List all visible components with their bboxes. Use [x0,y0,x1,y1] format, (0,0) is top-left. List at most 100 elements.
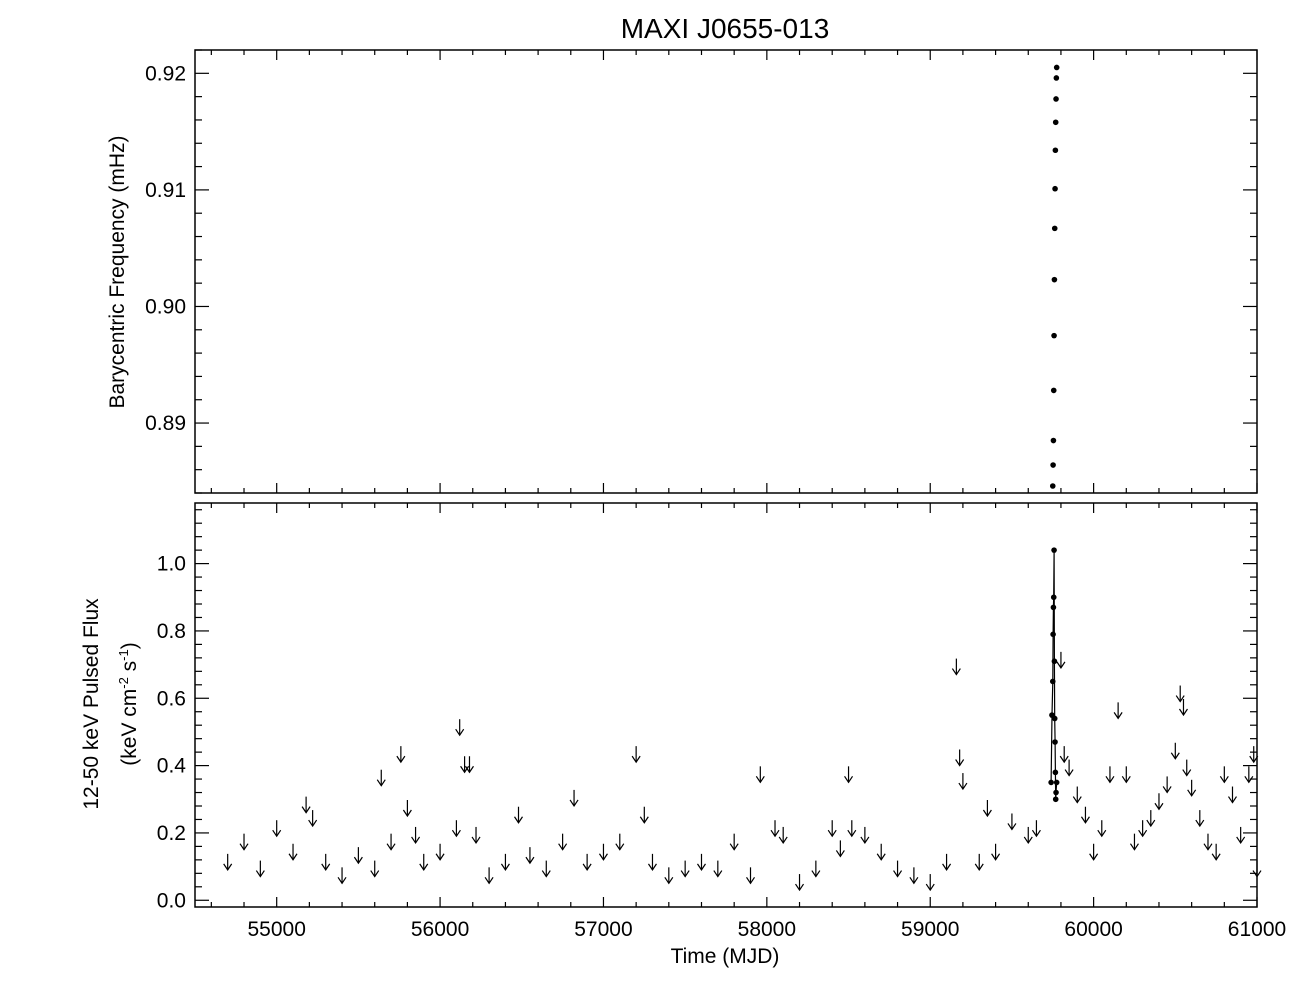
flux-upper-limit-arrow [1056,651,1066,669]
flux-x-tick-label: 60000 [1064,918,1122,941]
flux-upper-limit-arrow [631,746,641,764]
flux-upper-limit-arrow [1089,843,1099,861]
flux-upper-limit-arrow [982,800,992,818]
flux-detection-point [1050,604,1057,611]
flux-x-tick-label: 61000 [1228,918,1286,941]
flux-upper-limit-arrow [847,820,857,838]
flux-detection-point [1053,789,1059,796]
flux-detection-point [1050,631,1056,638]
flux-x-tick-label: 59000 [901,918,959,941]
flux-y-tick-label: 0.6 [157,687,186,710]
flux-upper-limit-arrow [942,853,952,871]
flux-upper-limit-arrow [370,860,380,878]
flux-upper-limit-arrow [288,843,298,861]
flux-upper-limit-arrow [451,820,461,838]
flux-upper-limit-arrow [1113,702,1123,720]
flux-upper-limit-arrow [1031,820,1041,838]
flux-upper-limit-arrow [746,867,756,885]
flux-y-label-sup2: -1 [116,649,131,661]
flux-upper-limit-arrow [223,853,233,871]
flux-upper-limit-arrow [455,719,465,737]
flux-upper-limit-arrow [411,826,421,845]
flux-upper-limit-arrow [321,853,331,871]
flux-axis-ticks: 55000 56000 57000 58000 59000 60000 61000 0.0 0.… [157,503,1286,941]
flux-y-label-part3: ) [118,642,141,649]
frequency-axis-ticks: 0.89 0.90 0.91 0.92 [145,49,1258,494]
frequency-point [1051,276,1058,283]
flux-upper-limit-arrow [301,796,311,814]
flux-upper-limit-arrow [1121,766,1131,784]
flux-upper-limit-arrow [951,658,961,676]
flux-upper-limit-arrow [402,800,412,818]
flux-x-tick-label: 58000 [738,918,796,941]
flux-upper-limit-arrow [598,843,608,861]
flux-upper-limit-arrow [844,766,854,784]
flux-y-label-part2: s [118,661,141,677]
flux-upper-limit-arrow [1236,826,1246,845]
flux-upper-limit-arrow [471,826,481,845]
flux-upper-limit-arrow [396,746,406,764]
flux-upper-limit-arrow [925,874,935,892]
flux-upper-limit-arrow [1097,820,1107,838]
flux-x-tick-label: 56000 [411,918,469,941]
flux-upper-limit-arrow [376,769,386,787]
flux-data-points [223,547,1262,892]
flux-panel: 55000 56000 57000 58000 59000 60000 61000 0.0 0.… [80,502,1286,968]
flux-upper-limit-arrow [835,840,845,858]
flux-upper-limit-arrow [541,860,551,878]
flux-upper-limit-arrow [464,756,474,774]
flux-upper-limit-arrow [860,826,870,845]
frequency-y-tick-label: 0.92 [145,62,186,85]
flux-upper-limit-arrow [1007,813,1017,831]
flux-upper-limit-arrow [811,860,821,878]
flux-upper-limit-arrow [893,860,903,878]
frequency-y-axis-label: Barycentric Frequency (mHz) [106,135,129,408]
frequency-y-tick-label: 0.90 [145,295,186,318]
frequency-panel: 0.89 0.90 0.91 0.92 Barycentric Frequency (… [106,49,1258,494]
flux-upper-limit-arrow [558,833,568,851]
flux-upper-limit-arrow [1182,759,1192,777]
flux-x-tick-label: 57000 [574,918,632,941]
flux-plot-frame [194,502,1258,908]
flux-upper-limit-arrow [514,806,524,824]
flux-y-label-part1: (keV cm [118,689,141,766]
flux-detection-point [1050,594,1057,601]
flux-upper-limit-arrow [827,820,837,838]
frequency-point [1050,387,1057,394]
flux-y-label-sup1: -2 [116,677,131,689]
flux-y-tick-label: 0.2 [157,822,186,845]
flux-upper-limit-arrow [1175,685,1185,703]
frequency-data-points [1049,64,1060,489]
flux-upper-limit-arrow [1080,806,1090,824]
frequency-point [1052,185,1058,192]
flux-y-tick-label: 0.8 [157,620,186,643]
flux-detection-point [1048,779,1054,786]
flux-upper-limit-arrow [955,749,965,767]
flux-detection-point [1052,739,1058,745]
flux-upper-limit-arrow [1219,766,1229,784]
flux-upper-limit-arrow [1227,786,1237,804]
flux-upper-limit-arrow [795,874,805,892]
flux-y-tick-label: 0.0 [157,889,186,912]
flux-y-tick-label: 0.4 [157,755,187,778]
frequency-y-tick-label: 0.91 [145,179,186,202]
flux-upper-limit-arrow [1162,776,1172,794]
flux-upper-limit-arrow [909,867,919,885]
flux-detection-point [1052,769,1059,776]
flux-upper-limit-arrow [569,789,579,807]
flux-upper-limit-arrow [582,853,592,871]
flux-upper-limit-arrow [664,867,674,885]
flux-y-axis-label-line1: 12-50 keV Pulsed Flux [80,598,103,810]
frequency-point [1051,225,1058,232]
frequency-y-tick-label: 0.89 [145,412,186,435]
flux-upper-limit-arrow [525,847,535,865]
flux-upper-limit-arrow [1203,833,1213,851]
frequency-point [1049,483,1056,489]
frequency-point [1053,96,1059,102]
flux-upper-limit-arrow [770,820,780,838]
flux-detection-line [1050,550,1058,800]
frequency-point [1052,119,1059,126]
flux-upper-limit-arrow [353,847,363,865]
flux-upper-limit-arrow [729,833,739,851]
